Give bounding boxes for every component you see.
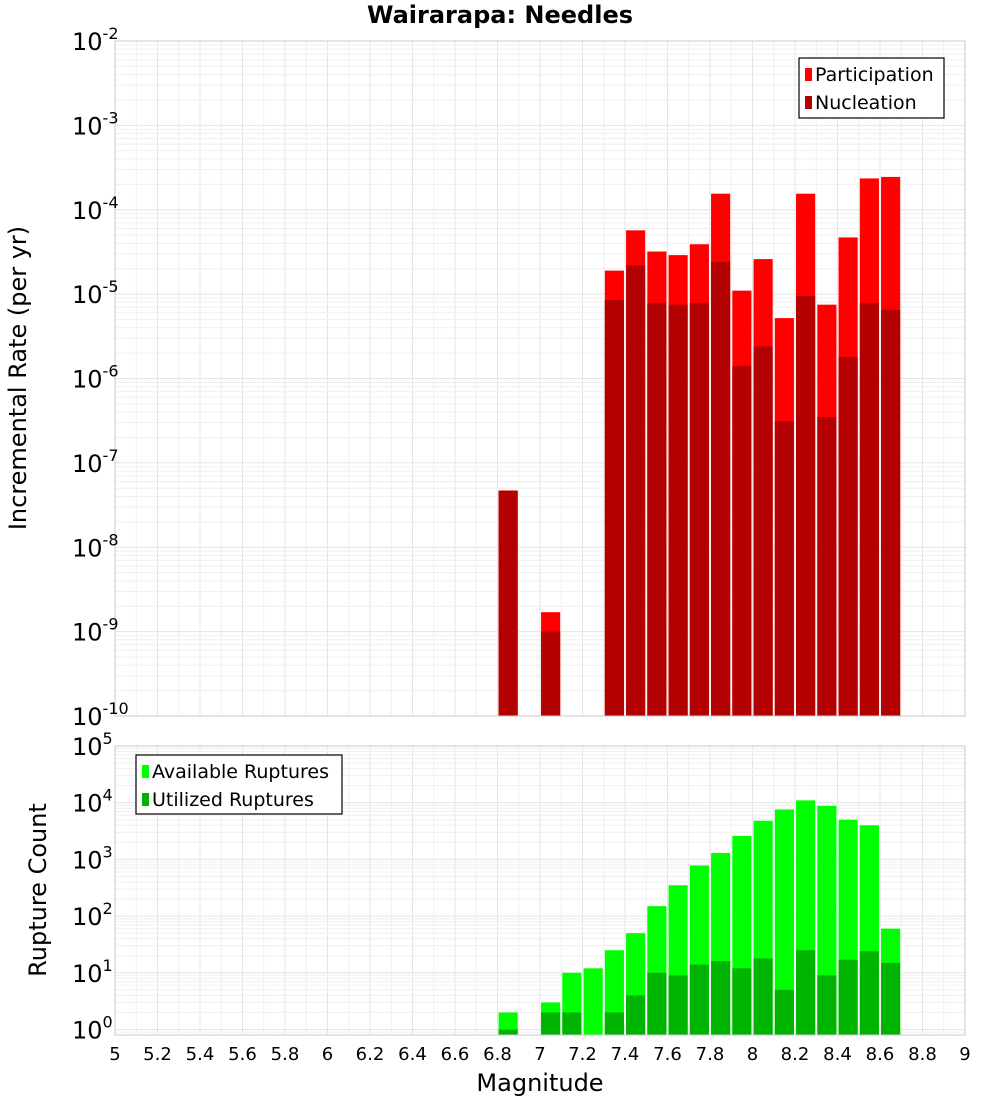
top-bar-nucleation (689, 303, 709, 716)
x-tick-label: 8.2 (781, 1044, 810, 1065)
top-bar-nucleation (732, 366, 752, 716)
top-bar-nucleation (817, 416, 837, 716)
top-bar-nucleation (711, 262, 731, 716)
bottom-y-tick-label: 105 (72, 729, 113, 761)
x-tick-label: 9 (959, 1044, 970, 1065)
x-tick-label: 6 (322, 1044, 333, 1065)
top-bar-nucleation (668, 304, 688, 716)
x-tick-label: 5.6 (228, 1044, 257, 1065)
x-axis-label: Magnitude (476, 1069, 603, 1097)
top-y-tick-label: 10-10 (72, 699, 129, 731)
top-bar-nucleation (541, 631, 561, 716)
x-tick-label: 8.8 (908, 1044, 937, 1065)
top-bar-nucleation (859, 303, 879, 716)
top-bar-nucleation (796, 296, 816, 716)
top-panel: 10-2 10-3 10-4 10-5 10-6 10-7 10-8 10-9 10-10 (72, 24, 966, 731)
bottom-bar-utilized-ruptures (774, 989, 794, 1035)
x-tick-label: 7 (534, 1044, 545, 1065)
x-tick-label: 6.8 (483, 1044, 512, 1065)
x-tick-label: 7.4 (611, 1044, 640, 1065)
x-tick-label: 6.2 (356, 1044, 385, 1065)
bottom-bar-utilized-ruptures (732, 968, 752, 1035)
top-bar-nucleation (774, 421, 794, 716)
top-legend-label: Participation (815, 64, 934, 86)
bottom-bar-utilized-ruptures (711, 961, 731, 1035)
bottom-bar-utilized-ruptures (881, 962, 901, 1035)
x-tick-label: 6.6 (441, 1044, 470, 1065)
bottom-bar-utilized-ruptures (541, 1012, 561, 1035)
bottom-bar-available-ruptures (583, 968, 603, 1035)
bottom-bar-utilized-ruptures (626, 995, 646, 1035)
top-legend-label: Nucleation (815, 92, 917, 114)
top-legend-swatch (805, 68, 812, 81)
top-bar-nucleation (604, 300, 624, 716)
bottom-legend-swatch (142, 765, 149, 778)
x-tick-label: 8.6 (866, 1044, 895, 1065)
top-legend: Participation Nucleation (798, 57, 945, 119)
bottom-panel: 105 104 103 102 101 100 (72, 729, 966, 1045)
top-y-tick-label: 10-7 (72, 446, 119, 478)
bottom-bar-utilized-ruptures (562, 1012, 582, 1035)
x-tick-label: 5.2 (143, 1044, 172, 1065)
bottom-bar-utilized-ruptures (689, 964, 709, 1035)
x-tick-label: 5.8 (271, 1044, 300, 1065)
top-bar-nucleation (881, 309, 901, 716)
chart-title: Wairarapa: Needles (367, 1, 633, 29)
x-tick-label: 5 (109, 1044, 120, 1065)
bottom-plot-border (114, 745, 966, 1036)
top-bar-nucleation (753, 346, 773, 716)
bottom-bar-utilized-ruptures (859, 951, 879, 1035)
bottom-bar-utilized-ruptures (498, 1029, 518, 1035)
top-bar-nucleation (626, 265, 646, 716)
top-legend-box (798, 57, 945, 119)
top-y-tick-label: 10-6 (72, 362, 119, 394)
x-tick-label: 5.4 (186, 1044, 215, 1065)
bottom-bar-utilized-ruptures (838, 959, 858, 1035)
top-bar-nucleation (838, 356, 858, 716)
bottom-bar-utilized-ruptures (604, 1012, 624, 1035)
bottom-legend-label: Utilized Ruptures (152, 789, 314, 811)
bottom-legend: Available Ruptures Utilized Ruptures (135, 754, 343, 815)
bottom-bar-utilized-ruptures (753, 958, 773, 1035)
bottom-bar-available-ruptures (774, 809, 794, 1035)
bottom-bar-utilized-ruptures (647, 972, 667, 1035)
bottom-y-tick-label: 102 (72, 899, 113, 931)
top-y-tick-label: 10-4 (72, 193, 119, 225)
bottom-legend-box (135, 754, 343, 815)
x-tick-label: 7.2 (568, 1044, 597, 1065)
bottom-y-tick-label: 100 (72, 1013, 113, 1045)
x-tick-label: 8 (747, 1044, 758, 1065)
x-tick-label: 7.8 (696, 1044, 725, 1065)
bottom-y-tick-label: 103 (72, 842, 113, 874)
top-bar-nucleation (647, 303, 667, 716)
top-y-tick-label: 10-8 (72, 530, 119, 562)
bottom-bar-utilized-ruptures (817, 975, 837, 1035)
top-plot-border (114, 40, 966, 717)
top-legend-swatch (805, 96, 812, 109)
x-tick-label: 6.4 (398, 1044, 427, 1065)
top-bar-nucleation (498, 490, 518, 716)
bottom-bar-utilized-ruptures (668, 975, 688, 1035)
bottom-y-axis-label: Rupture Count (24, 803, 52, 977)
top-y-tick-label: 10-5 (72, 277, 119, 309)
bottom-legend-swatch (142, 793, 149, 806)
top-y-tick-label: 10-9 (72, 615, 119, 647)
bottom-y-tick-label: 104 (72, 786, 113, 818)
top-y-axis-label: Incremental Rate (per yr) (4, 226, 32, 530)
bottom-y-tick-label: 101 (72, 956, 113, 988)
bottom-bar-utilized-ruptures (796, 950, 816, 1035)
x-tick-label: 7.6 (653, 1044, 682, 1065)
bottom-bar-available-ruptures (498, 1012, 518, 1035)
x-tick-label: 8.4 (823, 1044, 852, 1065)
bottom-legend-label: Available Ruptures (152, 761, 329, 783)
top-y-tick-label: 10-3 (72, 108, 119, 140)
top-y-tick-label: 10-2 (72, 24, 119, 56)
